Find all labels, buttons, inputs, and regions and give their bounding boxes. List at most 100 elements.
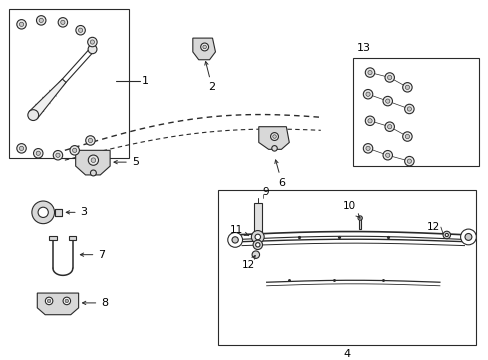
Circle shape <box>76 26 85 35</box>
Circle shape <box>272 135 276 138</box>
Circle shape <box>88 138 92 143</box>
Circle shape <box>407 107 411 111</box>
Circle shape <box>70 145 79 155</box>
Circle shape <box>87 37 97 47</box>
Circle shape <box>359 217 361 219</box>
Circle shape <box>270 132 278 140</box>
Circle shape <box>384 73 394 82</box>
Bar <box>9 9 128 158</box>
Circle shape <box>63 297 70 305</box>
Circle shape <box>460 229 475 245</box>
Circle shape <box>90 40 94 44</box>
Circle shape <box>271 145 277 151</box>
Polygon shape <box>37 293 79 315</box>
Bar <box>69 236 76 240</box>
Circle shape <box>28 110 39 121</box>
Text: 9: 9 <box>262 187 269 197</box>
Circle shape <box>363 144 372 153</box>
Circle shape <box>382 150 392 160</box>
Circle shape <box>464 234 471 240</box>
Circle shape <box>365 92 369 96</box>
Circle shape <box>365 146 369 150</box>
Circle shape <box>405 134 409 139</box>
Circle shape <box>200 43 208 51</box>
Circle shape <box>34 149 43 158</box>
Circle shape <box>90 170 96 176</box>
Circle shape <box>227 233 242 247</box>
Text: 12: 12 <box>242 256 255 270</box>
Circle shape <box>17 19 26 29</box>
Circle shape <box>387 75 391 80</box>
Circle shape <box>88 155 98 165</box>
Circle shape <box>91 158 96 162</box>
Circle shape <box>78 28 82 32</box>
Circle shape <box>88 45 97 54</box>
Circle shape <box>20 22 23 26</box>
Bar <box>54 209 62 216</box>
Bar <box>358 219 361 229</box>
Circle shape <box>405 85 409 89</box>
Circle shape <box>45 297 53 305</box>
Circle shape <box>39 18 43 23</box>
Circle shape <box>65 299 68 303</box>
Circle shape <box>72 148 77 152</box>
Polygon shape <box>192 38 215 60</box>
Circle shape <box>365 116 374 126</box>
Circle shape <box>251 230 264 243</box>
Circle shape <box>203 45 206 49</box>
Circle shape <box>37 15 46 25</box>
Circle shape <box>252 251 259 258</box>
Bar <box>352 58 478 166</box>
Circle shape <box>231 237 238 243</box>
Circle shape <box>407 159 411 163</box>
Circle shape <box>56 153 60 157</box>
Circle shape <box>255 243 260 247</box>
Circle shape <box>367 119 371 123</box>
Circle shape <box>58 18 67 27</box>
Circle shape <box>253 240 262 249</box>
Polygon shape <box>258 127 289 149</box>
Text: 10: 10 <box>342 202 359 217</box>
Circle shape <box>384 122 394 131</box>
Circle shape <box>363 90 372 99</box>
Polygon shape <box>29 79 66 119</box>
Polygon shape <box>76 150 110 175</box>
Text: 3: 3 <box>66 207 87 217</box>
Text: 11: 11 <box>230 225 248 236</box>
Text: 7: 7 <box>80 250 105 260</box>
Text: 1: 1 <box>142 76 148 86</box>
Circle shape <box>404 104 413 114</box>
Circle shape <box>61 20 65 24</box>
Circle shape <box>32 201 54 224</box>
Circle shape <box>385 153 389 157</box>
Bar <box>253 203 262 233</box>
Circle shape <box>365 68 374 77</box>
Text: 6: 6 <box>274 160 285 188</box>
Circle shape <box>38 207 48 217</box>
Circle shape <box>387 125 391 129</box>
Circle shape <box>367 71 371 75</box>
Circle shape <box>444 233 447 237</box>
Circle shape <box>402 82 411 92</box>
Circle shape <box>20 146 23 150</box>
Text: 5: 5 <box>114 157 139 167</box>
Text: 12: 12 <box>426 222 440 232</box>
Circle shape <box>357 216 362 220</box>
Circle shape <box>47 299 51 303</box>
Circle shape <box>36 151 41 156</box>
Circle shape <box>385 99 389 103</box>
Circle shape <box>255 234 260 240</box>
Text: 8: 8 <box>82 298 108 308</box>
Bar <box>49 236 57 240</box>
Text: 4: 4 <box>343 349 350 359</box>
Circle shape <box>442 231 449 239</box>
Circle shape <box>17 144 26 153</box>
Circle shape <box>402 132 411 141</box>
Circle shape <box>404 157 413 166</box>
Circle shape <box>85 136 95 145</box>
Text: 13: 13 <box>356 43 370 53</box>
Bar <box>218 190 475 345</box>
Circle shape <box>53 150 62 160</box>
Text: 2: 2 <box>204 62 215 92</box>
Circle shape <box>382 96 392 106</box>
